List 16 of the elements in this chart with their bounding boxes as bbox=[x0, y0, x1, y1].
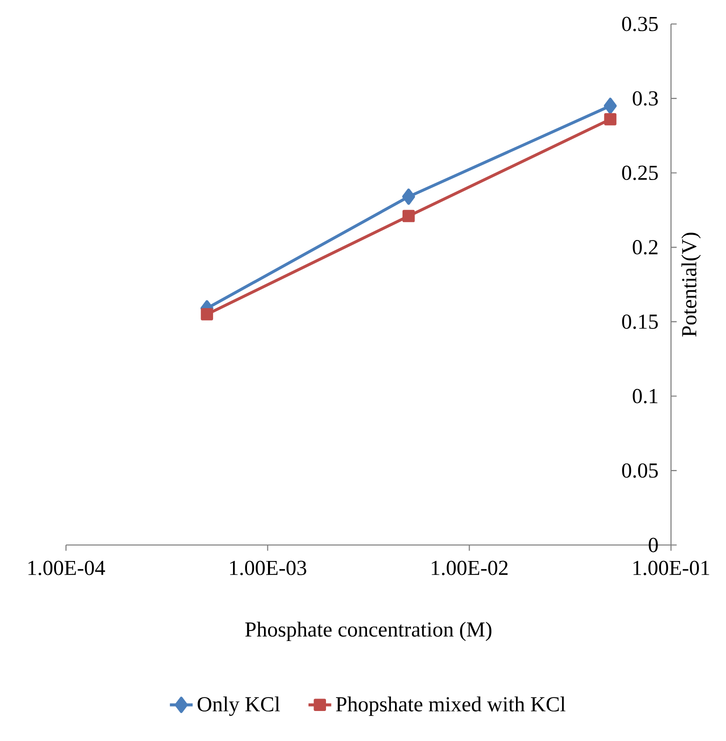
y-tick-label: 0 bbox=[648, 538, 658, 552]
y-tick-label: 0.05 bbox=[622, 463, 658, 478]
legend-label: Only KCl bbox=[198, 696, 280, 716]
x-tick-label: 1.00E-03 bbox=[230, 560, 306, 576]
y-tick-label: 0.1 bbox=[632, 388, 658, 404]
y-tick-label: 0.15 bbox=[622, 314, 658, 329]
x-axis-title: Phosphate concentration (M) bbox=[245, 622, 492, 642]
x-tick-label: 1.00E-01 bbox=[633, 560, 710, 576]
y-tick-label: 0.3 bbox=[632, 91, 658, 106]
x-tick-label: 1.00E-04 bbox=[28, 560, 106, 576]
y-tick-label: 0.2 bbox=[632, 240, 658, 255]
y-tick-label: 0.25 bbox=[622, 166, 658, 180]
y-axis-title: Potential(V) bbox=[681, 232, 701, 337]
y-tick-label: 0.35 bbox=[622, 16, 658, 32]
legend-label: Phopshate mixed with KCl bbox=[336, 696, 566, 716]
x-tick-label: 1.00E-02 bbox=[432, 560, 508, 576]
